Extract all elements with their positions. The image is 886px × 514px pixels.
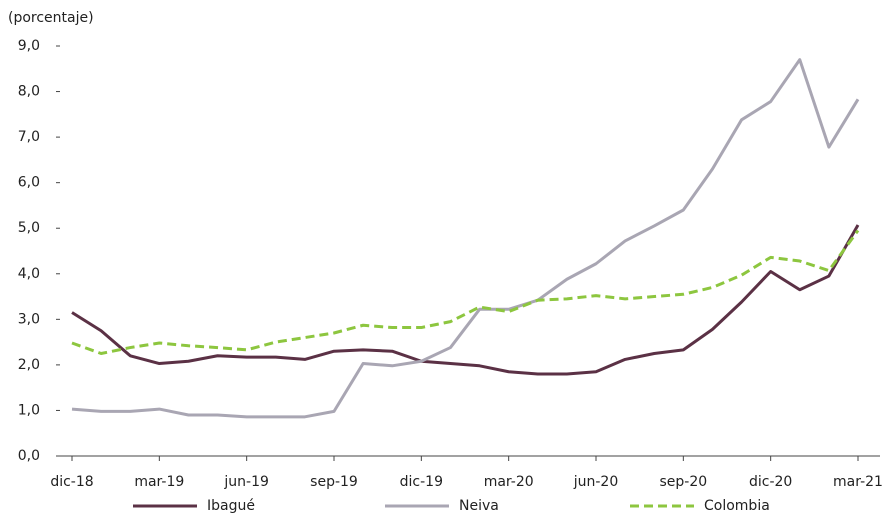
series-line [71, 229, 860, 355]
x-tick-label: sep-20 [659, 474, 707, 490]
y-tick-label: 7,0 [18, 129, 40, 145]
x-tick-label: jun-20 [573, 474, 619, 490]
x-tick-label: mar-20 [484, 474, 534, 490]
y-tick-label: 9,0 [18, 38, 40, 54]
y-axis-label: (porcentaje) [8, 10, 94, 26]
x-tick-label: mar-21 [833, 474, 883, 490]
legend-label: Ibagué [207, 498, 255, 514]
y-tick-label: 0,0 [18, 448, 40, 464]
y-tick-label: 3,0 [18, 311, 40, 327]
y-tick-label: 1,0 [18, 402, 40, 418]
legend-label: Neiva [459, 498, 499, 514]
y-tick-label: 4,0 [18, 266, 40, 282]
legend-label: Colombia [704, 498, 770, 514]
x-tick-label: dic-19 [400, 474, 443, 490]
y-tick-label: 5,0 [18, 220, 40, 236]
series-line [71, 58, 860, 419]
x-tick-label: mar-19 [134, 474, 184, 490]
y-tick-label: 6,0 [18, 175, 40, 191]
x-tick-label: jun-19 [223, 474, 269, 490]
series-line [71, 224, 860, 376]
y-tick-label: 2,0 [18, 357, 40, 373]
x-tick-label: sep-19 [310, 474, 358, 490]
x-tick-label: dic-20 [749, 474, 792, 490]
y-tick-label: 8,0 [18, 84, 40, 100]
x-tick-label: dic-18 [50, 474, 93, 490]
